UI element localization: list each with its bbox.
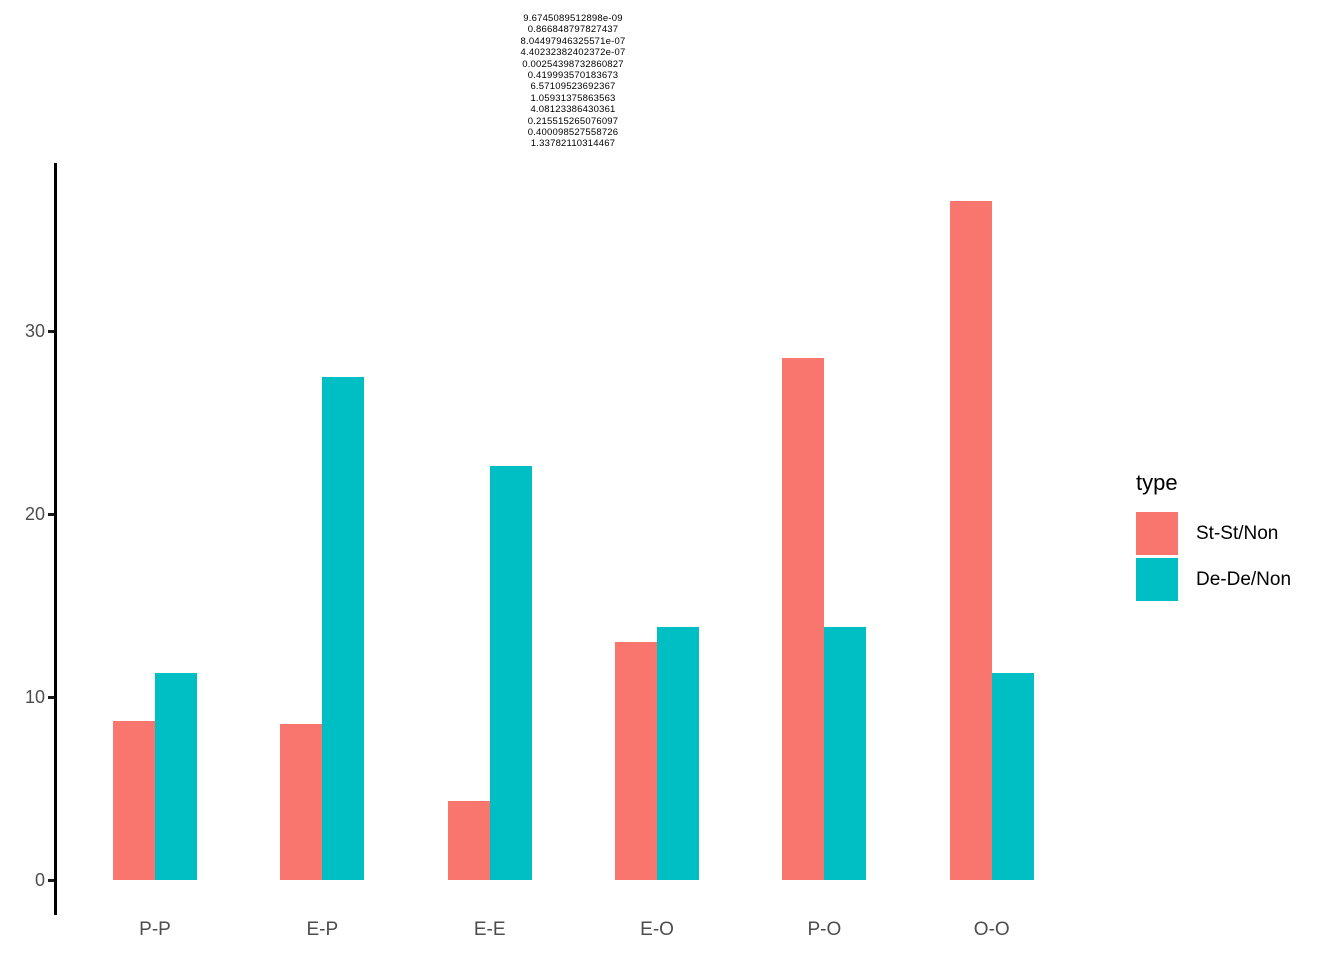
bar-de-de-non-e-o (657, 627, 700, 880)
bar-de-de-non-p-p (155, 673, 197, 880)
plot-title-line: 4.40232382402372e-07 (520, 47, 626, 59)
plot-title-line: 0.400098527558726 (527, 127, 619, 139)
bar-de-de-non-p-o (824, 627, 867, 880)
plot-title-line: 0.215515265076097 (527, 115, 619, 127)
bar-de-de-non-e-p (322, 376, 365, 880)
bar-de-de-non-e-e (489, 466, 532, 880)
plot-title-line: 0.419993570183673 (527, 70, 619, 82)
legend-title: type (1136, 470, 1178, 495)
legend-key-swatch (1136, 512, 1178, 555)
y-tick-label: 30 (24, 321, 45, 341)
y-tick-label: 20 (24, 504, 45, 524)
bar-st-st-non-e-p (280, 724, 323, 880)
y-axis-line (54, 163, 57, 915)
y-tick-label: 10 (24, 687, 45, 707)
x-tick-label: E-E (473, 919, 506, 940)
legend: type St-St/Non De-De/Non (1136, 470, 1291, 604)
legend-item-label: St-St/Non (1196, 522, 1279, 544)
x-tick-label: P-O (807, 919, 842, 940)
y-tick-mark (48, 329, 54, 333)
x-tick-label: E-O (640, 919, 674, 940)
legend-item-label: De-De/Non (1196, 568, 1292, 590)
x-tick-label: O-O (973, 919, 1010, 940)
bar-st-st-non-p-p (113, 720, 155, 880)
x-tick-label: E-P (306, 919, 339, 940)
plot-title-line: 6.57109523692367 (530, 81, 616, 93)
plot-title-line: 1.05931375863563 (530, 92, 616, 104)
plot-title-line: 8.04497946325571e-07 (520, 35, 626, 47)
x-tick-label: P-P (139, 919, 171, 940)
legend-item: St-St/Non (1136, 512, 1291, 555)
y-tick-mark (48, 512, 54, 516)
legend-items: St-St/Non De-De/Non (1136, 512, 1291, 601)
legend-item: De-De/Non (1136, 558, 1291, 601)
plot-title: 9.6745089512898e-09 0.866848797827437 8.04… (373, 13, 773, 150)
plot-title-line: 4.08123386430361 (530, 104, 616, 116)
legend-key-swatch (1136, 558, 1178, 601)
bar-st-st-non-o-o (949, 201, 992, 880)
plot-title-line: 9.6745089512898e-09 (523, 13, 623, 24)
bar-st-st-non-e-o (615, 642, 658, 880)
y-tick-label: 0 (34, 870, 45, 890)
plot-title-line: 1.33782110314467 (530, 138, 616, 150)
y-tick-mark (48, 878, 54, 882)
y-tick-mark (48, 695, 54, 699)
bar-st-st-non-p-o (782, 358, 825, 880)
bar-st-st-non-e-e (447, 801, 490, 880)
plot-title-line: 0.866848797827437 (527, 24, 619, 36)
plot-title-line: 0.00254398732860827 (522, 58, 624, 70)
bar-de-de-non-o-o (991, 673, 1034, 880)
